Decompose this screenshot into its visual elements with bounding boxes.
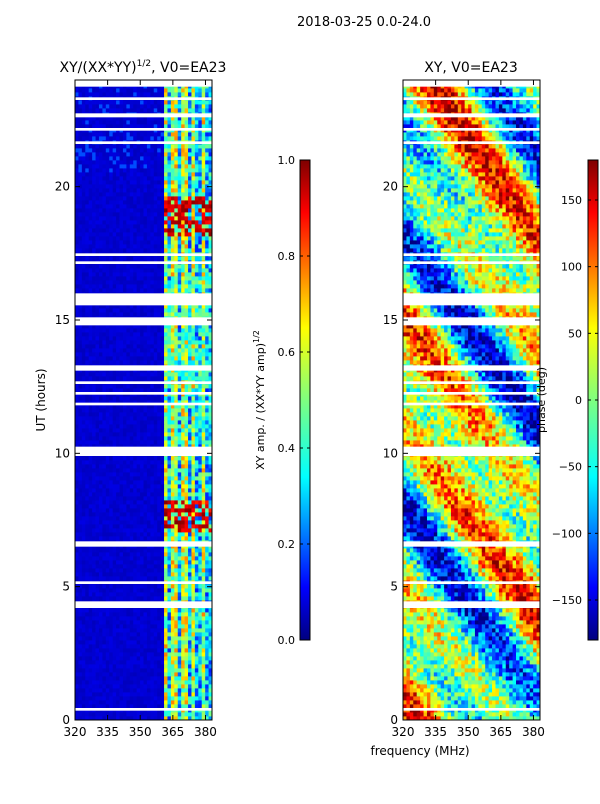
phase-heatmap	[403, 80, 540, 720]
panel-amplitude: XY/(XX*YY)1/2, V0=EA23 320 335 350 365 380 0…	[34, 59, 226, 739]
flag-gap	[404, 97, 540, 100]
colorbar-amplitude-label-main: XY amp. / (XX*YY amp)	[254, 343, 267, 470]
colorbar-amplitude: 0.0 0.2 0.4 0.6 0.8 1.0 XY amp. / (XX*YY amp)…	[252, 154, 310, 647]
flag-gap	[404, 128, 540, 131]
flag-gap	[76, 581, 212, 584]
ytick-label: 5	[62, 580, 70, 594]
xtick-label: 380	[194, 725, 217, 739]
panel-phase: XY, V0=EA23 320 335 350 365 380 0 5 10 15 20	[383, 60, 545, 739]
flag-gap	[76, 365, 212, 370]
colorbar-amplitude-label-power: 1/2	[252, 330, 261, 343]
ytick-label: 15	[55, 313, 70, 327]
flag-gap	[76, 80, 212, 87]
flag-gap	[404, 601, 540, 608]
flag-gap	[404, 253, 540, 256]
flag-gap	[76, 97, 212, 100]
flag-gap	[404, 293, 540, 305]
colorbar-tick-label: 100	[561, 261, 582, 274]
ytick-label: 5	[390, 580, 398, 594]
amplitude-ylabel: UT (hours)	[34, 368, 48, 431]
colorbar-amplitude-gradient	[300, 160, 310, 640]
flag-gap	[404, 80, 540, 87]
panel-amplitude-title: XY/(XX*YY)1/2, V0=EA23	[60, 59, 227, 76]
colorbar-tick-label: 1.0	[278, 154, 296, 167]
xtick-label: 320	[64, 725, 87, 739]
colorbar-tick-label: 0.4	[278, 442, 296, 455]
colorbar-tick-label: −150	[552, 594, 582, 607]
panel-amplitude-title-main: XY/(XX*YY)	[60, 60, 137, 76]
xtick-label: 320	[392, 725, 415, 739]
colorbar-tick-label: 50	[568, 327, 582, 340]
flag-gap	[76, 293, 212, 305]
flag-gap	[404, 113, 540, 117]
flag-gap	[76, 253, 212, 256]
colorbar-tick-label: 0.8	[278, 250, 296, 263]
flag-gap	[76, 541, 212, 546]
ytick-label: 0	[390, 713, 398, 727]
flag-gap	[404, 403, 540, 406]
ytick-label: 20	[55, 180, 70, 194]
flag-gap	[404, 541, 540, 546]
xtick-label: 335	[424, 725, 447, 739]
ytick-label: 15	[383, 313, 398, 327]
colorbar-amplitude-label: XY amp. / (XX*YY amp)1/2	[252, 330, 267, 470]
flag-gap	[404, 447, 540, 456]
flag-gap	[76, 392, 212, 395]
flag-gap	[76, 708, 212, 711]
flag-gap	[76, 447, 212, 456]
flag-gap	[76, 403, 212, 406]
colorbar-tick-label: 150	[561, 194, 582, 207]
xtick-label: 365	[489, 725, 512, 739]
figure-xlabel: frequency (MHz)	[370, 744, 469, 758]
xtick-label: 380	[522, 725, 545, 739]
panel-amplitude-title-power: 1/2	[137, 59, 151, 69]
flag-gap	[76, 128, 212, 131]
flag-gap	[404, 261, 540, 264]
colorbar-tick-label: −100	[552, 527, 582, 540]
flag-gap	[404, 381, 540, 384]
colorbar-tick-label: 0	[575, 394, 582, 407]
flag-gap	[404, 581, 540, 584]
flag-gap	[404, 141, 540, 144]
flag-gap	[76, 601, 212, 608]
colorbar-tick-label: −50	[559, 461, 582, 474]
colorbar-phase-label: phase (deg)	[535, 367, 548, 433]
flag-gap	[76, 113, 212, 117]
xtick-label: 350	[457, 725, 480, 739]
flag-gap	[404, 392, 540, 395]
xtick-label: 365	[161, 725, 184, 739]
colorbar-tick-label: 0.0	[278, 634, 296, 647]
flag-gap	[404, 708, 540, 711]
ytick-label: 10	[55, 446, 70, 460]
flag-gap	[76, 381, 212, 384]
figure-suptitle: 2018-03-25 0.0-24.0	[297, 15, 431, 30]
colorbar-phase: −150 −100 −50 0 50 100 150 phase (deg)	[535, 160, 598, 640]
xtick-label: 335	[96, 725, 119, 739]
panel-phase-title: XY, V0=EA23	[424, 60, 518, 76]
panel-amplitude-title-suffix: , V0=EA23	[151, 60, 226, 76]
flag-gap	[76, 261, 212, 264]
colorbar-tick-label: 0.6	[278, 346, 296, 359]
flag-gap	[76, 141, 212, 144]
amplitude-heatmap	[75, 80, 212, 720]
colorbar-tick-label: 0.2	[278, 538, 296, 551]
flag-gap	[76, 317, 212, 325]
ytick-label: 0	[62, 713, 70, 727]
xtick-label: 350	[129, 725, 152, 739]
ytick-label: 10	[383, 446, 398, 460]
flag-gap	[404, 365, 540, 370]
ytick-label: 20	[383, 180, 398, 194]
flag-gap	[404, 317, 540, 325]
